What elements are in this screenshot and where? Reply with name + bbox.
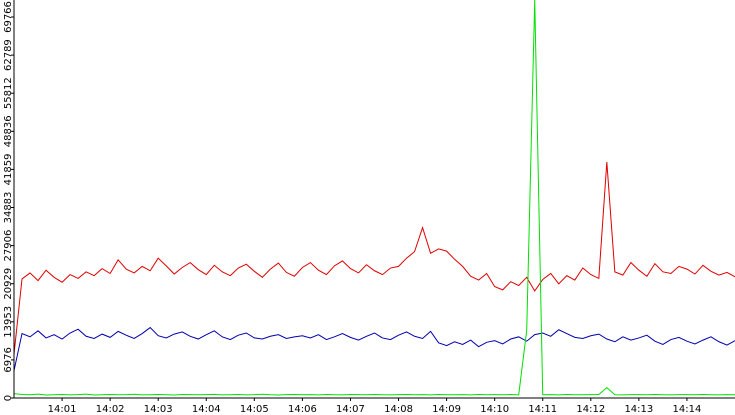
x-tick-label: 14:02 — [96, 404, 125, 415]
y-tick-label: 55812 — [3, 77, 14, 109]
y-tick-label: 13953 — [3, 306, 14, 338]
x-tick-label: 14:06 — [288, 404, 317, 415]
x-tick-label: 14:03 — [144, 404, 173, 415]
series-line — [14, 162, 735, 355]
x-tick-label: 14:05 — [240, 404, 269, 415]
y-tick-label: 69766 — [3, 1, 14, 33]
x-tick-label: 14:07 — [336, 404, 365, 415]
x-tick-label: 14:12 — [576, 404, 605, 415]
x-tick-label: 14:08 — [384, 404, 413, 415]
plot-area — [14, 0, 735, 396]
x-tick-label: 14:04 — [192, 404, 221, 415]
y-tick-label: 34883 — [3, 192, 14, 224]
x-tick-label: 14:09 — [432, 404, 461, 415]
series-line — [14, 0, 735, 396]
x-tick-label: 14:01 — [48, 404, 77, 415]
y-tick-label: 48836 — [3, 115, 14, 147]
series-line — [14, 326, 735, 371]
y-tick-label: 27906 — [3, 230, 14, 262]
y-tick-label: 0 — [3, 395, 14, 401]
x-tick-label: 14:11 — [528, 404, 557, 415]
y-tick-label: 6976 — [3, 347, 14, 372]
y-tick-label: 62789 — [3, 39, 14, 71]
x-tick-label: 14:13 — [624, 404, 653, 415]
x-tick-label: 14:10 — [480, 404, 509, 415]
y-tick-label: 41859 — [3, 154, 14, 186]
x-tick-label: 14:14 — [673, 404, 702, 415]
y-tick-label: 20929 — [3, 268, 14, 300]
